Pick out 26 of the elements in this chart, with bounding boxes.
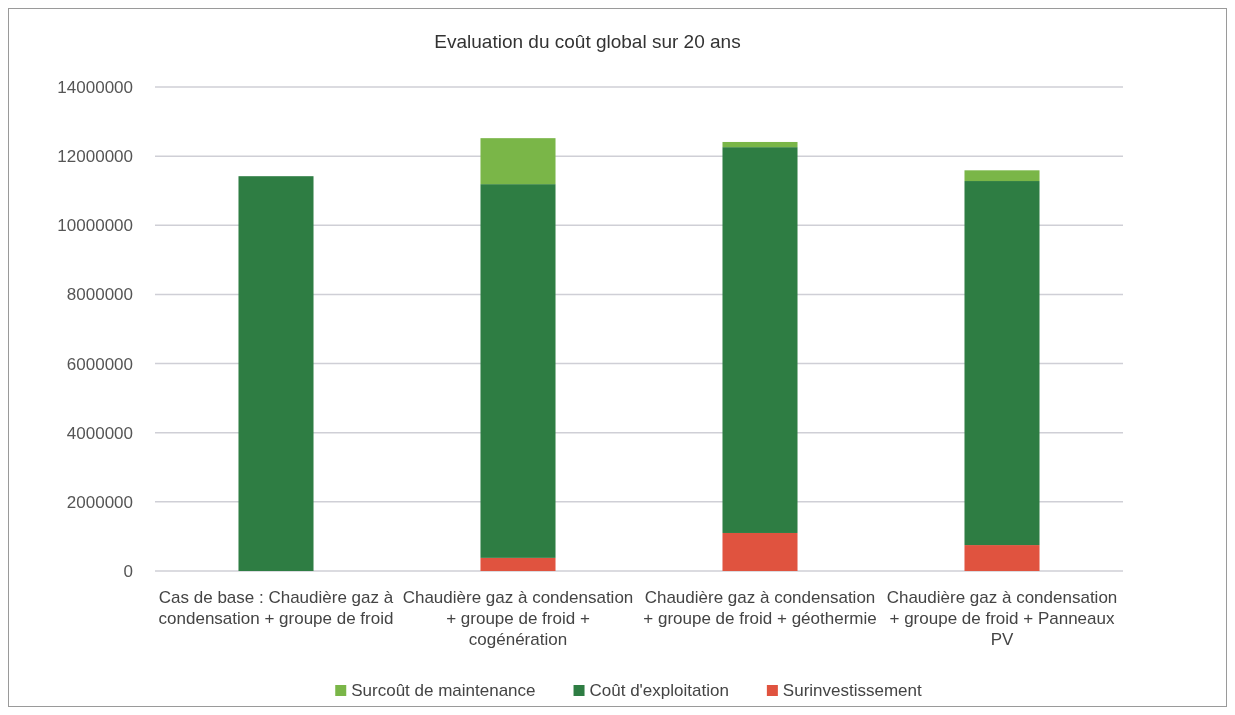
legend-label: Surinvestissement bbox=[782, 681, 923, 700]
bar bbox=[964, 545, 1040, 571]
bar bbox=[722, 147, 798, 533]
y-tick-label: 6000000 bbox=[66, 354, 133, 374]
bar bbox=[964, 181, 1040, 546]
bar bbox=[480, 184, 556, 558]
y-tick-label: 10000000 bbox=[57, 216, 133, 236]
bar bbox=[480, 138, 556, 185]
bar bbox=[722, 141, 798, 148]
legend-label: Coût d'exploitation bbox=[589, 681, 729, 700]
x-tick-label: Chaudière gaz à condensation + groupe de froid + Panneaux PV bbox=[886, 587, 1118, 650]
y-tick-label: 0 bbox=[123, 561, 133, 581]
chart-title: Evaluation du coût global sur 20 ans bbox=[434, 31, 741, 52]
bar bbox=[480, 557, 556, 571]
legend-label: Surcoût de maintenance bbox=[351, 681, 536, 700]
x-tick-label: Cas de base : Chaudière gaz à condensation + groupe de froid bbox=[158, 587, 394, 629]
y-tick-label: 14000000 bbox=[57, 77, 133, 97]
bar bbox=[722, 532, 798, 571]
y-tick-label: 4000000 bbox=[66, 423, 133, 443]
x-tick-label: Chaudière gaz à condensation + groupe de froid + géothermie bbox=[643, 587, 877, 629]
bar bbox=[238, 176, 314, 571]
y-tick-label: 8000000 bbox=[66, 285, 133, 305]
x-tick-label: Chaudière gaz à condensation + groupe de froid + cogénération bbox=[402, 587, 634, 650]
y-tick-label: 12000000 bbox=[57, 147, 133, 167]
bar bbox=[964, 170, 1040, 182]
y-tick-label: 2000000 bbox=[66, 492, 133, 512]
